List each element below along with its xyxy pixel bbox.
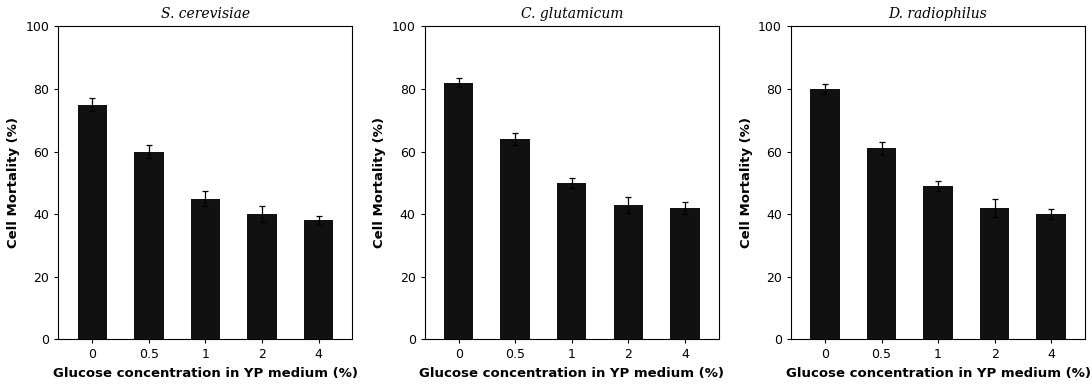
Bar [1036,214,1066,339]
Title: S. cerevisiae: S. cerevisiae [161,7,250,21]
Bar [500,139,530,339]
Bar [557,183,586,339]
Bar [810,89,840,339]
Bar [980,208,1009,339]
Bar [924,186,952,339]
X-axis label: Glucose concentration in YP medium (%): Glucose concentration in YP medium (%) [419,367,724,380]
X-axis label: Glucose concentration in YP medium (%): Glucose concentration in YP medium (%) [52,367,358,380]
Title: C. glutamicum: C. glutamicum [521,7,622,21]
Bar [78,104,107,339]
X-axis label: Glucose concentration in YP medium (%): Glucose concentration in YP medium (%) [785,367,1091,380]
Bar [247,214,276,339]
Y-axis label: Cell Mortality (%): Cell Mortality (%) [7,117,20,248]
Y-axis label: Cell Mortality (%): Cell Mortality (%) [739,117,752,248]
Title: D. radiophilus: D. radiophilus [889,7,987,21]
Bar [134,152,164,339]
Y-axis label: Cell Mortality (%): Cell Mortality (%) [373,117,387,248]
Bar [867,149,897,339]
Bar [670,208,700,339]
Bar [444,83,473,339]
Bar [191,199,221,339]
Bar [614,205,643,339]
Bar [304,221,333,339]
